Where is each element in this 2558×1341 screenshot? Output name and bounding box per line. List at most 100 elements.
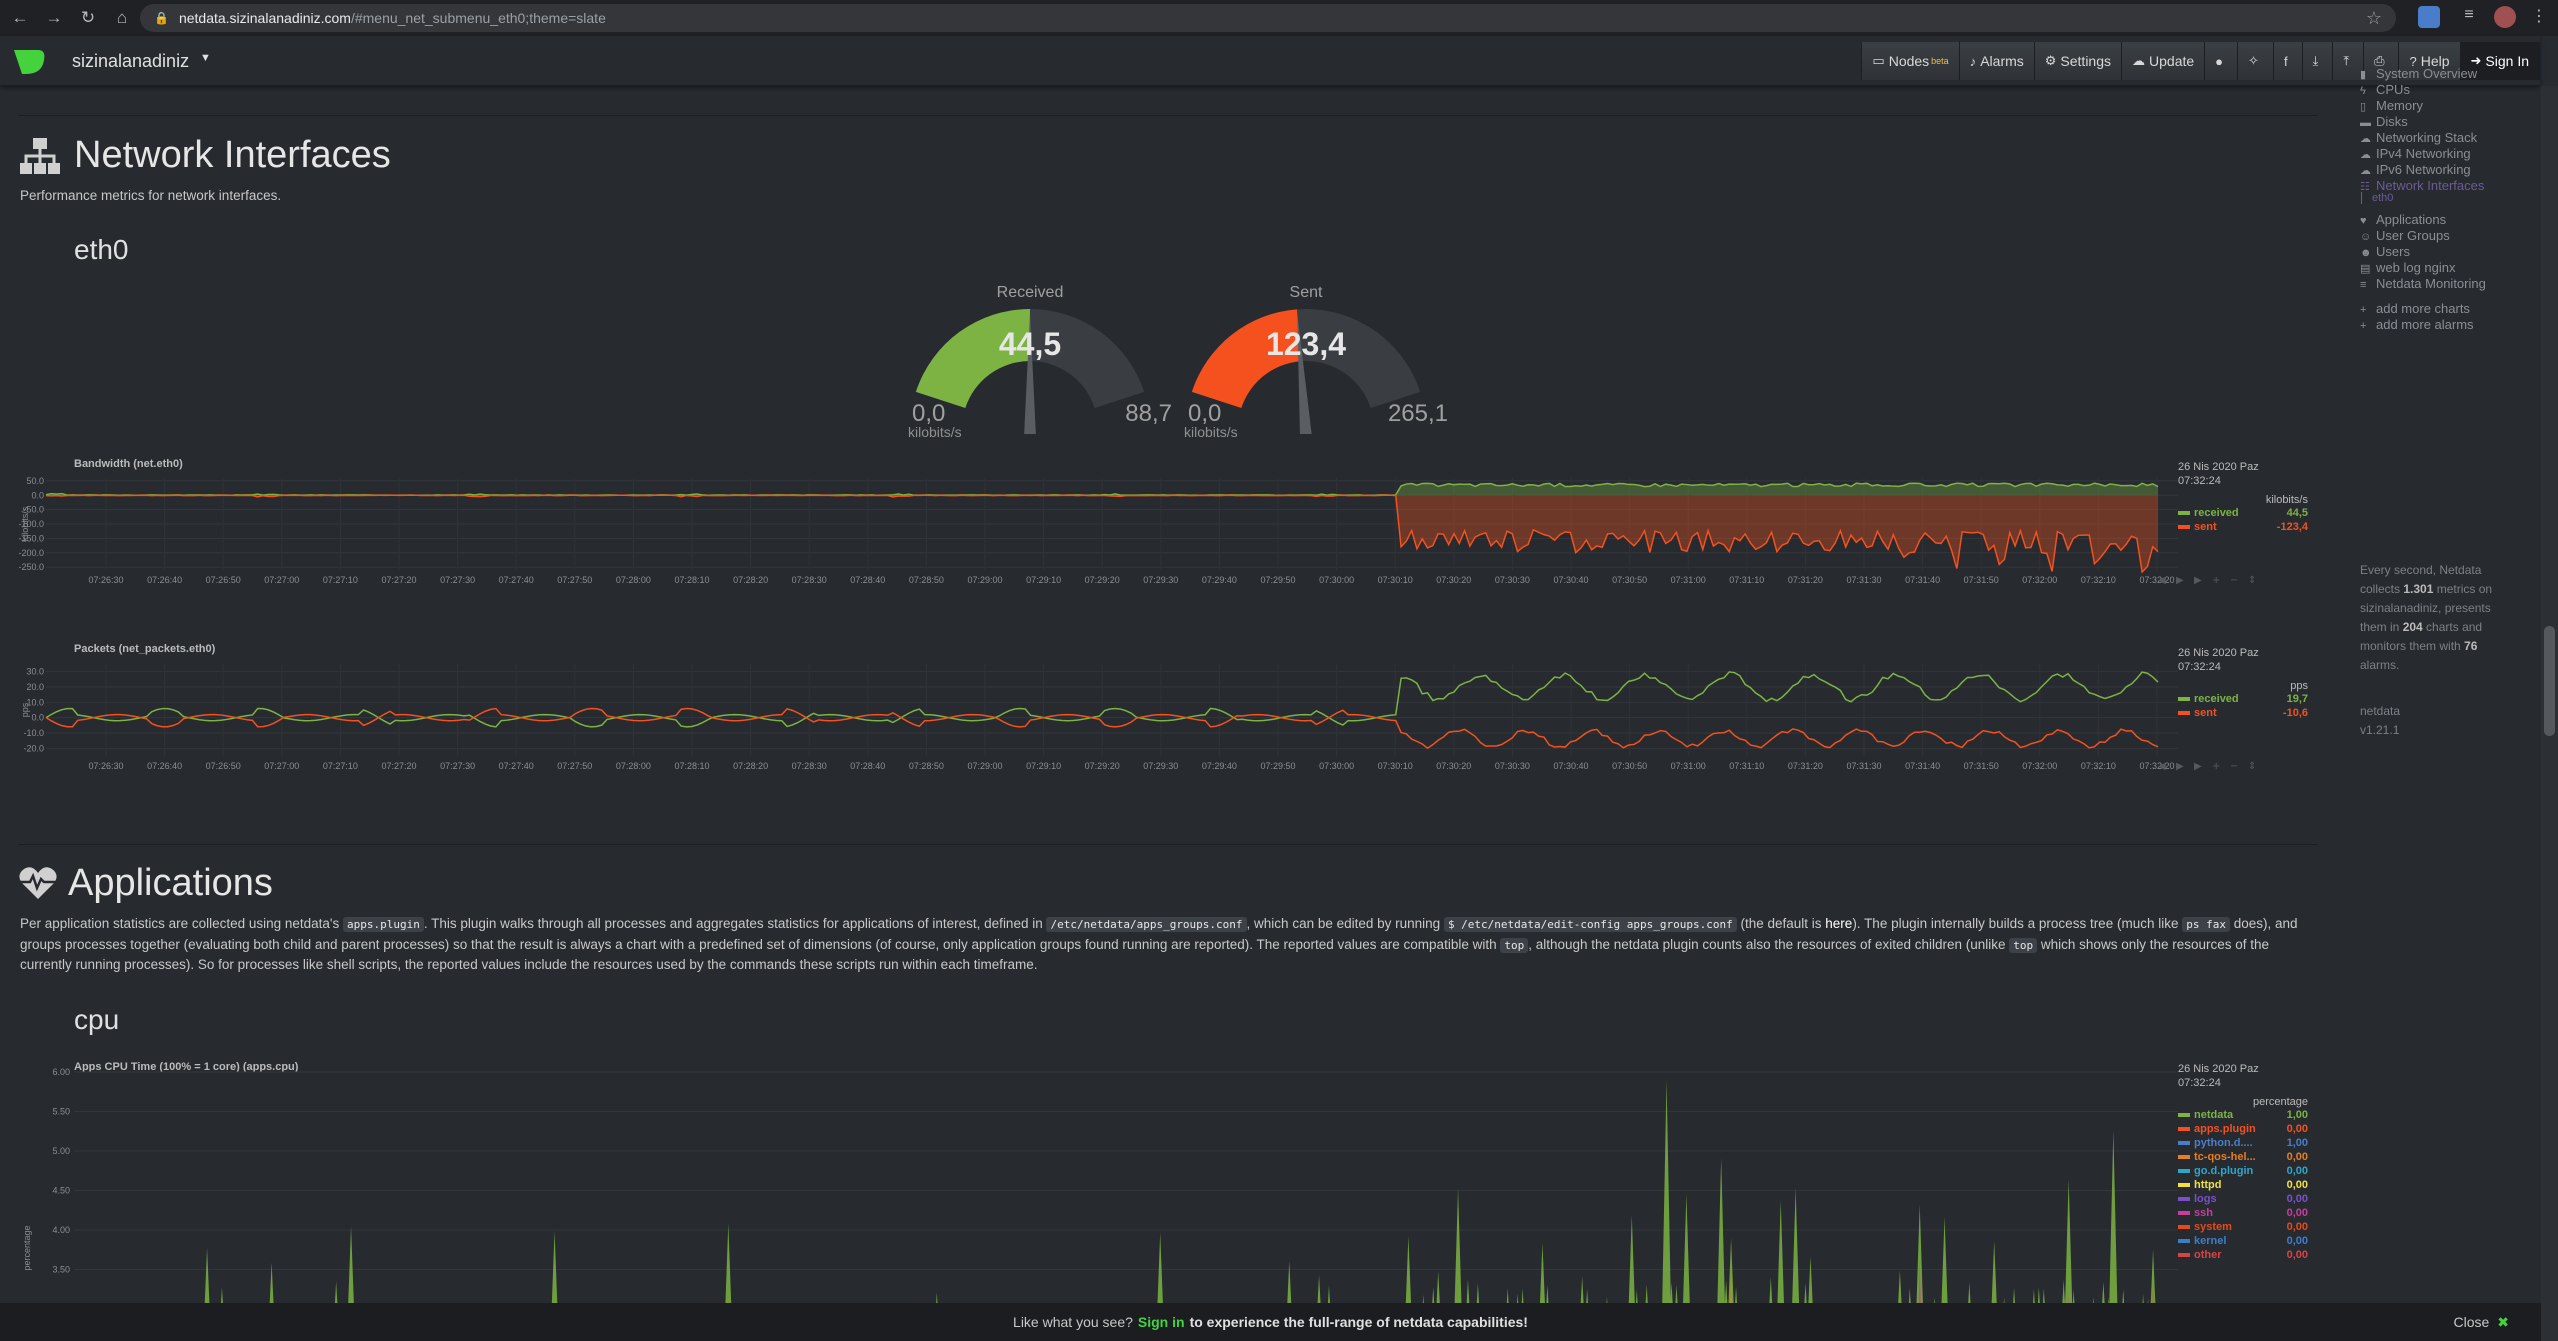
- sidebar-item-web-log-nginx[interactable]: ▤ web log nginx: [2360, 260, 2456, 275]
- sidebar-item-user-groups[interactable]: ☺ User Groups: [2360, 228, 2450, 243]
- cpu-spike: [1580, 1276, 1584, 1308]
- chart-toolbox-icon[interactable]: ▶: [2176, 575, 2184, 586]
- sidebar-item-ipv6-networking[interactable]: ☁ IPv6 Networking: [2360, 162, 2471, 177]
- sidebar-item-networking-stack[interactable]: ☁ Networking Stack: [2360, 130, 2477, 145]
- nav-nodes-button[interactable]: ▭ Nodes beta: [1862, 42, 1960, 80]
- legend-row[interactable]: ssh 0,00: [2178, 1206, 2308, 1220]
- sidebar-item-netdata-monitoring[interactable]: ≡ Netdata Monitoring: [2360, 276, 2486, 291]
- sidebar-item-ipv4-networking[interactable]: ☁ IPv4 Networking: [2360, 146, 2471, 161]
- browser-menu-icon[interactable]: ⋮: [2531, 8, 2547, 25]
- chart-toolbox-icon[interactable]: ◀: [2158, 575, 2166, 586]
- reading-list-icon[interactable]: ≡: [2464, 6, 2474, 23]
- packets-chart[interactable]: 30.0 20.0 10.0 0.0 -10.0 -20.0 pps 07:26:30 07:2…: [18, 658, 2318, 780]
- legend-row[interactable]: received 44,5: [2178, 506, 2308, 520]
- legend-row[interactable]: received 19,7: [2178, 692, 2308, 706]
- sidebar-item-network-interfaces[interactable]: ☷ Network Interfaces: [2360, 178, 2484, 193]
- chart-toolbox-icon[interactable]: ◀: [2158, 761, 2166, 772]
- sidebar-item-applications[interactable]: ♥ Applications: [2360, 212, 2446, 227]
- legend-series-name: received: [2194, 693, 2239, 705]
- x-tick-label: 07:32:20: [2139, 761, 2174, 771]
- chart-toolbox-icon[interactable]: −: [2230, 761, 2238, 772]
- nav-facebook-button[interactable]: f: [2273, 42, 2303, 80]
- chart-toolbox-icon[interactable]: ⇕: [2248, 761, 2256, 772]
- nav-alarms-button[interactable]: ♪ Alarms: [1959, 42, 2035, 80]
- cpu-spike: [204, 1247, 210, 1308]
- legend-row[interactable]: netdata 1,00: [2178, 1108, 2308, 1122]
- legend-row[interactable]: kernel 0,00: [2178, 1234, 2308, 1248]
- gauge-arc: [915, 308, 1145, 434]
- banner-close-button[interactable]: Close ✖: [2453, 1313, 2509, 1330]
- x-tick-label: 07:27:00: [264, 761, 299, 771]
- chart-toolbox-icon[interactable]: ▶: [2194, 575, 2202, 586]
- x-tick-label: 07:29:00: [967, 761, 1002, 771]
- sidebar-item-add-more-charts[interactable]: + add more charts: [2360, 301, 2470, 316]
- forward-icon[interactable]: →: [45, 8, 63, 27]
- reload-icon[interactable]: ↻: [80, 8, 96, 27]
- y-tick-label: 5.00: [52, 1146, 70, 1156]
- nav-sign-in-button[interactable]: ➜ Sign In: [2460, 42, 2540, 80]
- translate-extension-icon[interactable]: [2418, 6, 2440, 28]
- page-scrollbar[interactable]: [2541, 86, 2558, 1341]
- sidebar-item-label: IPv6 Networking: [2376, 162, 2471, 177]
- sidebar-item-memory[interactable]: ▯ Memory: [2360, 98, 2423, 113]
- legend-row[interactable]: go.d.plugin 0,00: [2178, 1164, 2308, 1178]
- nav-settings-button[interactable]: ⚙ Settings: [2034, 42, 2123, 80]
- bandwidth-chart[interactable]: 50.0 0.0 -50.0 -100.0 -150.0 -200.0 -250.0 kilo…: [18, 472, 2318, 594]
- sidebar-item-system-overview[interactable]: ▮ System Overview: [2360, 66, 2477, 81]
- chart-toolbox-icon[interactable]: +: [2212, 575, 2220, 586]
- legend-row[interactable]: httpd 0,00: [2178, 1178, 2308, 1192]
- sidebar-item-label: add more charts: [2376, 301, 2470, 316]
- sidebar-item-users[interactable]: ☻ Users: [2360, 244, 2410, 259]
- download-icon: ⤓: [2312, 53, 2319, 68]
- bookmark-star-icon[interactable]: ☆: [2365, 7, 2382, 28]
- legend-series-value: 0,00: [2286, 1165, 2308, 1177]
- address-bar[interactable]: 🔒 netdata.sizinalanadiniz.com /#menu_net…: [140, 4, 2396, 32]
- section-description-applications: Per application statistics are collected…: [20, 916, 2298, 972]
- hostname-menu[interactable]: sizinalanadiniz: [72, 51, 190, 71]
- caret-down-icon[interactable]: ▼: [200, 52, 211, 64]
- nav-help-button[interactable]: ? Help: [2399, 42, 2461, 80]
- sidebar-item-disks[interactable]: ▬ Disks: [2360, 114, 2408, 129]
- section-description-network: Performance metrics for network interfac…: [20, 188, 282, 203]
- nav-update-button[interactable]: ☁ Update: [2122, 42, 2206, 80]
- y-axis-label: pps: [20, 702, 30, 717]
- legend-row[interactable]: python.d.... 1,00: [2178, 1136, 2308, 1150]
- sent-gauge[interactable]: Sent 123,4 0,0 265,1 kilobits/s: [1176, 284, 1448, 464]
- x-tick-label: 07:26:30: [88, 575, 123, 585]
- x-tick-label: 07:27:30: [440, 761, 475, 771]
- legend-row[interactable]: system 0,00: [2178, 1220, 2308, 1234]
- chart-toolbox-icon[interactable]: ⇕: [2248, 575, 2256, 586]
- scroll-thumb[interactable]: [2544, 626, 2555, 736]
- nav-github-button[interactable]: ●: [2205, 42, 2239, 80]
- y-tick-label: 0.0: [31, 713, 44, 723]
- nav-upload-button[interactable]: ⤒: [2333, 42, 2365, 80]
- x-tick-label: 07:28:10: [674, 761, 709, 771]
- nav-download-button[interactable]: ⤓: [2302, 42, 2334, 80]
- sidebar-item-add-more-alarms[interactable]: + add more alarms: [2360, 317, 2474, 332]
- chart-toolbox-icon[interactable]: −: [2230, 575, 2238, 586]
- apps-cpu-chart[interactable]: 6.005.505.004.504.003.503.002.502.00perc…: [18, 1068, 2318, 1308]
- sidebar-item-cpus[interactable]: ϟ CPUs: [2360, 82, 2410, 97]
- chart-toolbox-icon[interactable]: +: [2212, 761, 2220, 772]
- legend-row[interactable]: tc-qos-hel... 0,00: [2178, 1150, 2308, 1164]
- profile-avatar[interactable]: [2494, 6, 2516, 28]
- legend-row[interactable]: sent -123,4: [2178, 520, 2308, 534]
- home-icon[interactable]: ⌂: [116, 8, 128, 27]
- chart-toolbox-icon[interactable]: ▶: [2176, 761, 2184, 772]
- here-link[interactable]: here: [1825, 916, 1853, 931]
- nav-twitter-button[interactable]: ✧: [2238, 42, 2274, 80]
- banner-sign-in-link[interactable]: Sign in: [1137, 1314, 1185, 1330]
- chart-toolbox-icon[interactable]: ▶: [2194, 761, 2202, 772]
- nav-print-button[interactable]: ⎙: [2364, 42, 2400, 80]
- x-tick-label: 07:30:30: [1495, 575, 1530, 585]
- legend-row[interactable]: other 0,00: [2178, 1248, 2308, 1262]
- received-gauge[interactable]: Received 44,5 0,0 88,7 kilobits/s: [900, 284, 1172, 464]
- legend-row[interactable]: apps.plugin 0,00: [2178, 1122, 2308, 1136]
- legend-row[interactable]: logs 0,00: [2178, 1192, 2308, 1206]
- section-title-network: Network Interfaces: [74, 134, 391, 176]
- x-tick-label: 07:28:20: [733, 575, 768, 585]
- netdata-logo-icon[interactable]: [12, 48, 46, 76]
- legend-row[interactable]: sent -10,6: [2178, 706, 2308, 720]
- back-icon[interactable]: ←: [11, 8, 29, 27]
- sidebar-item-eth0[interactable]: eth0: [2361, 192, 2393, 204]
